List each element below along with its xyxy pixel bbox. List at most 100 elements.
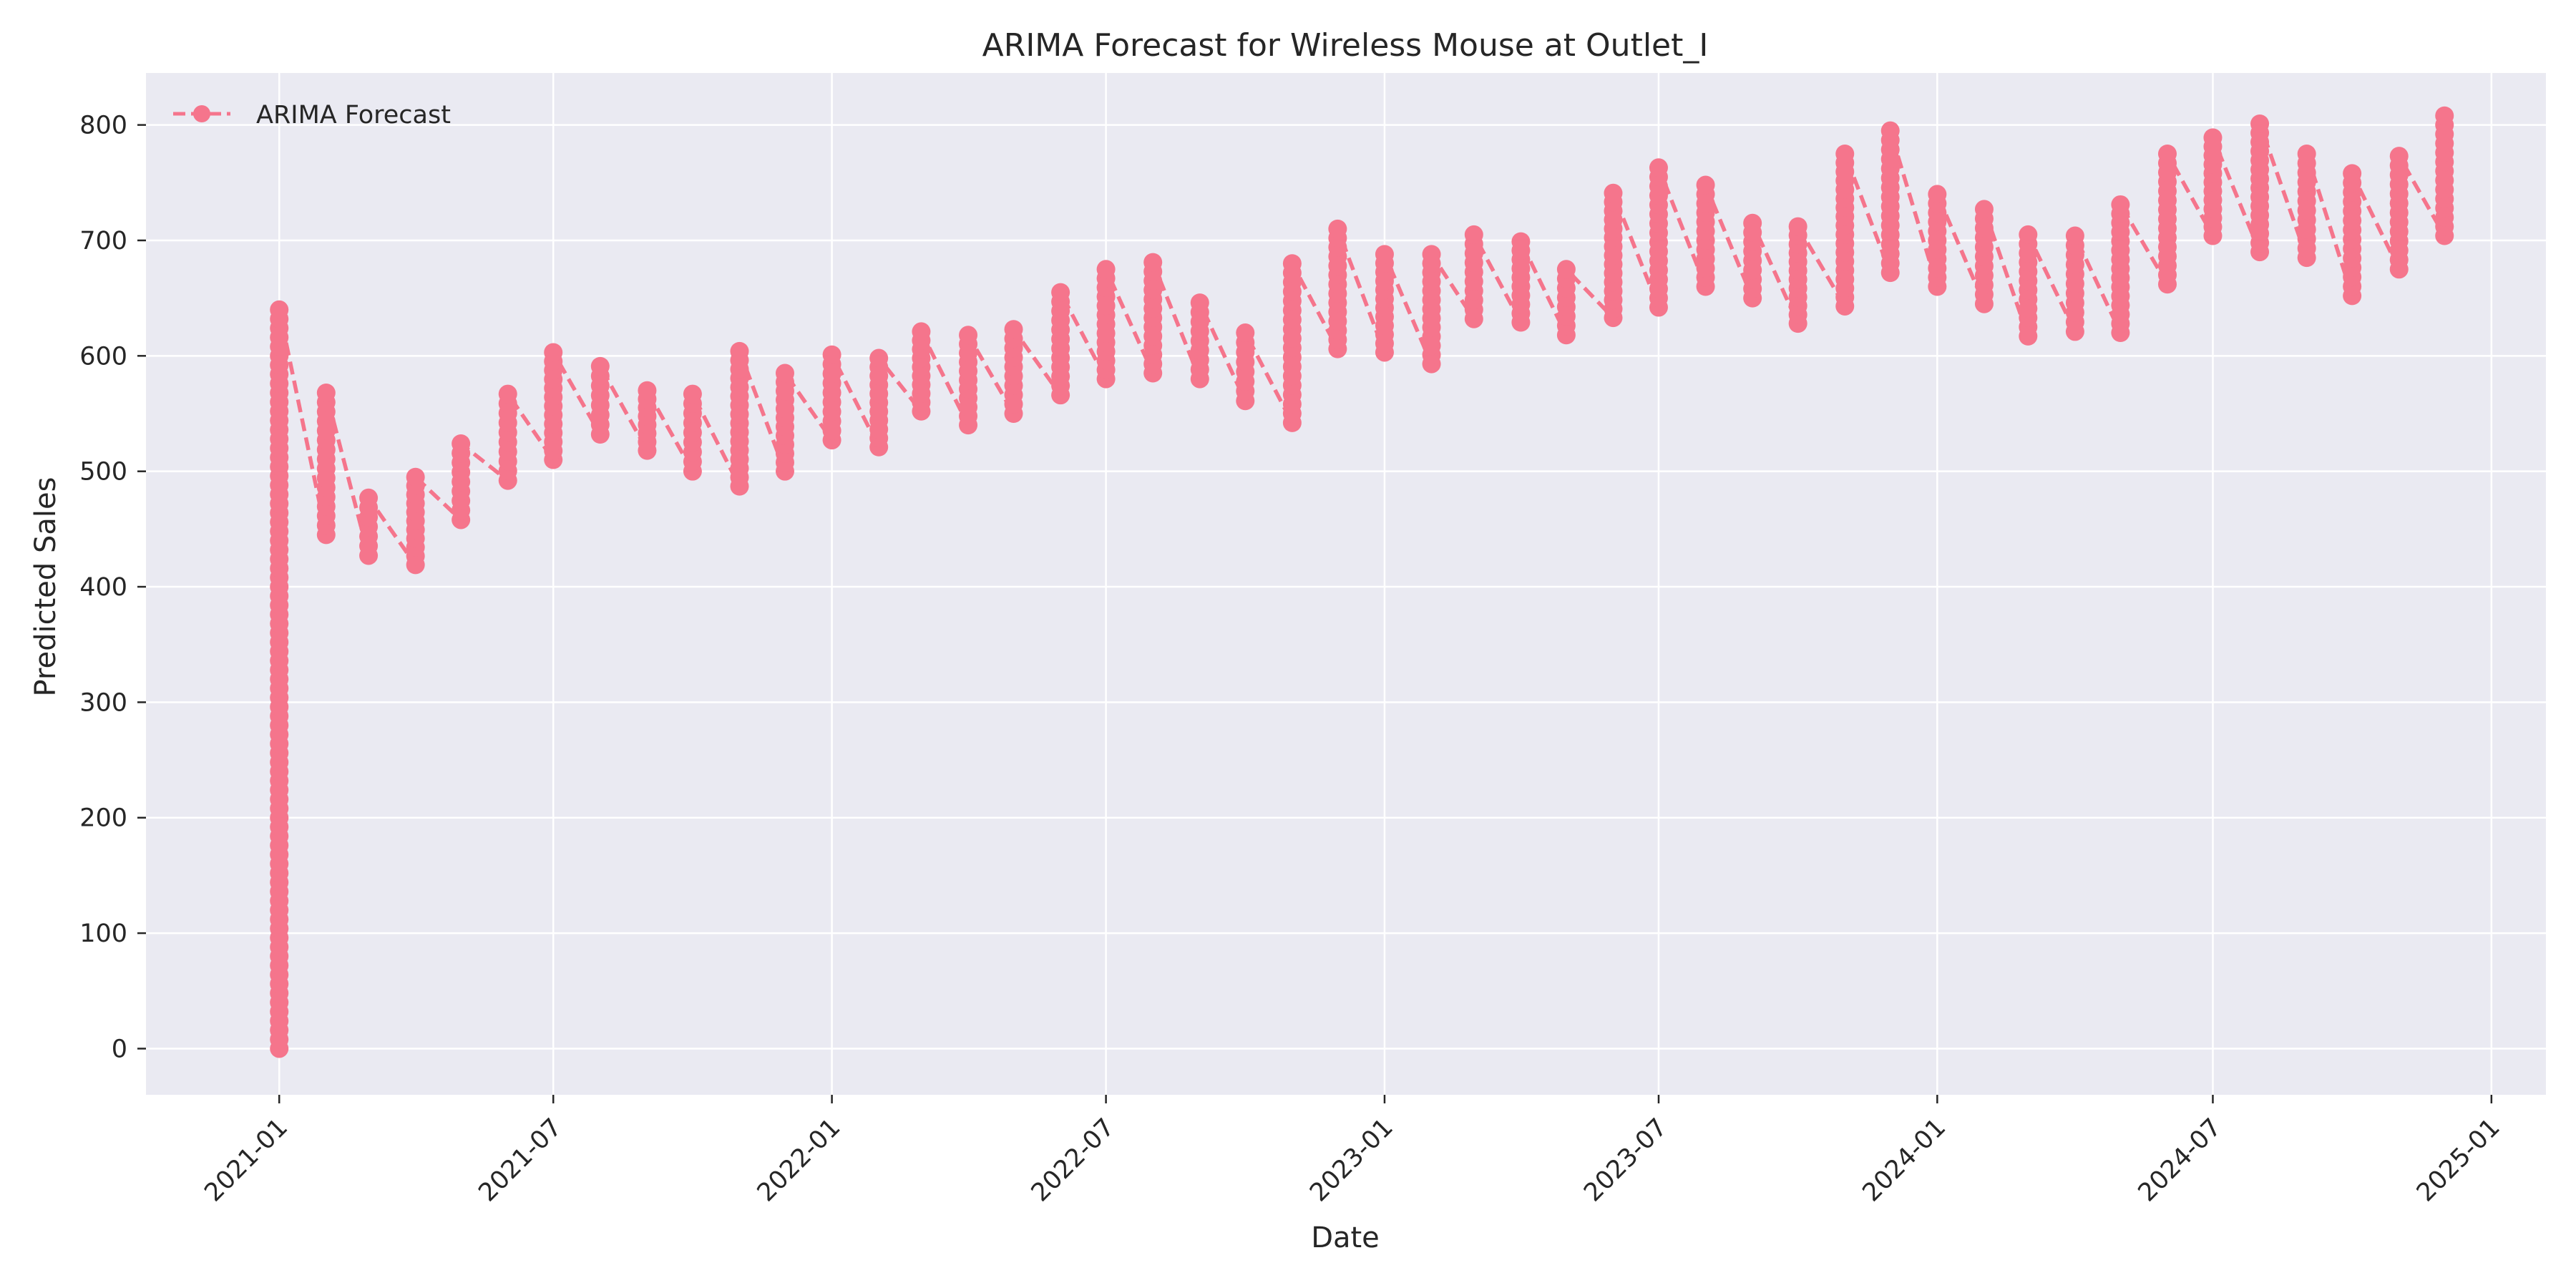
forecast-marker (1328, 219, 1347, 238)
forecast-marker (2019, 225, 2038, 244)
forecast-point-group (2065, 226, 2084, 341)
forecast-marker (822, 345, 841, 364)
forecast-marker (683, 384, 702, 404)
forecast-marker (1604, 183, 1623, 203)
forecast-marker (452, 434, 471, 453)
forecast-point-group (1328, 219, 1347, 358)
forecast-point-group (1375, 245, 1394, 362)
forecast-point-group (869, 348, 889, 457)
x-tick-label: 2021-01 (199, 1113, 293, 1208)
forecast-point-group (683, 384, 702, 481)
x-axis-ticks: 2021-01 2021-07 2022-01 2022-07 2023-01 2023-… (199, 1095, 2506, 1208)
forecast-marker (2297, 144, 2316, 163)
forecast-marker (1464, 225, 1483, 244)
forecast-marker (1143, 253, 1163, 272)
forecast-point-group (1974, 200, 1994, 313)
forecast-marker (2203, 128, 2223, 147)
forecast-point-group (2203, 128, 2223, 245)
forecast-point-group (1004, 320, 1023, 423)
forecast-point-group (544, 343, 563, 469)
x-tick-label: 2023-07 (1579, 1113, 1673, 1208)
forecast-marker (406, 467, 425, 487)
forecast-point-group (1143, 253, 1163, 383)
forecast-marker (1190, 293, 1209, 313)
forecast-marker (959, 326, 978, 345)
forecast-point-group (2389, 147, 2409, 279)
forecast-point-group (2343, 164, 2362, 306)
forecast-marker (2065, 226, 2084, 245)
x-tick-label: 2024-07 (2133, 1113, 2228, 1208)
forecast-marker (2343, 164, 2362, 183)
forecast-point-group (270, 300, 289, 1058)
x-tick-label: 2024-01 (1858, 1113, 1952, 1208)
y-tick-label: 800 (79, 112, 127, 140)
forecast-marker (1928, 185, 1947, 204)
forecast-marker (638, 381, 657, 400)
y-axis-ticks: 0 100 200 300 400 500 600 700 800 (79, 112, 146, 1063)
forecast-point-group (1649, 158, 1668, 317)
forecast-marker (2389, 147, 2409, 166)
forecast-marker (869, 348, 889, 368)
forecast-marker (1096, 260, 1116, 279)
forecast-marker (316, 383, 336, 402)
forecast-point-group (1835, 144, 1855, 316)
forecast-marker (1743, 213, 1762, 233)
forecast-point-group (1422, 245, 1441, 374)
forecast-point-group (1556, 260, 1576, 345)
forecast-marker (912, 322, 931, 341)
forecast-point-group (1051, 283, 1070, 405)
forecast-marker (1696, 175, 1715, 195)
forecast-marker (1556, 260, 1576, 279)
forecast-point-group (1282, 254, 1302, 432)
forecast-point-group (406, 467, 425, 575)
forecast-marker (1375, 245, 1394, 264)
forecast-point-group (1236, 323, 1255, 411)
x-tick-label: 2022-07 (1026, 1113, 1121, 1208)
forecast-point-group (1928, 185, 1947, 296)
forecast-marker (1511, 232, 1531, 251)
forecast-point-group (316, 383, 336, 545)
forecast-marker (1974, 200, 1994, 219)
forecast-point-group (359, 488, 379, 565)
forecast-point-group (2435, 106, 2454, 245)
forecast-point-group (1696, 175, 1715, 296)
forecast-marker (2111, 195, 2130, 214)
forecast-point-group (959, 326, 978, 435)
forecast-marker (1649, 158, 1668, 177)
x-tick-label: 2023-01 (1304, 1113, 1399, 1208)
forecast-point-group (775, 364, 794, 481)
y-tick-label: 0 (112, 1035, 127, 1063)
forecast-point-group (912, 322, 931, 421)
y-tick-label: 400 (79, 573, 127, 602)
forecast-point-group (1511, 232, 1531, 332)
legend: ARIMA Forecast (173, 101, 451, 130)
x-tick-label: 2021-07 (473, 1113, 567, 1208)
forecast-point-group (822, 345, 841, 450)
forecast-marker (498, 384, 517, 404)
forecast-point-group (638, 381, 657, 460)
forecast-point-group (2297, 144, 2316, 268)
forecast-marker (2435, 106, 2454, 125)
forecast-marker (1051, 283, 1070, 302)
forecast-point-group (2157, 144, 2177, 294)
y-tick-label: 200 (79, 804, 127, 833)
forecast-point-group (590, 356, 610, 444)
forecast-point-group (1880, 121, 1900, 283)
forecast-marker (590, 356, 610, 376)
series-arima-forecast (270, 106, 2454, 1058)
forecast-point-group (1604, 183, 1623, 328)
y-axis-label: Predicted Sales (29, 477, 62, 697)
forecast-point-group (2250, 114, 2270, 262)
forecast-marker (1004, 320, 1023, 339)
forecast-marker (1880, 121, 1900, 140)
forecast-marker (1282, 254, 1302, 273)
forecast-marker (2250, 114, 2270, 133)
forecast-marker (1835, 144, 1855, 163)
legend-entry-arima-forecast: ARIMA Forecast (256, 101, 451, 130)
forecast-point-group (452, 434, 471, 530)
x-tick-label: 2025-01 (2411, 1113, 2506, 1208)
forecast-point-group (1096, 260, 1116, 389)
forecast-marker (2157, 144, 2177, 163)
x-tick-label: 2022-01 (752, 1113, 847, 1208)
